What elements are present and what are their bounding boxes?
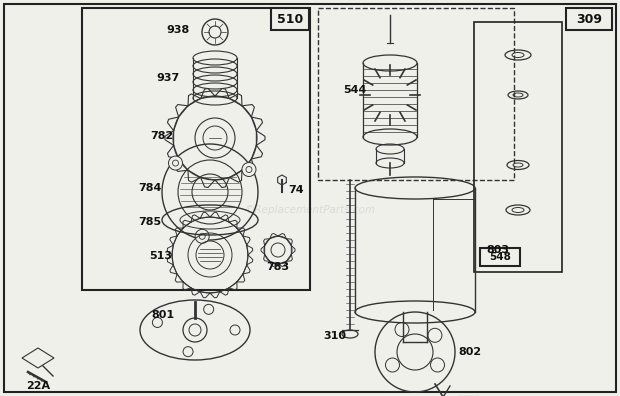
Text: 513: 513 [149, 251, 172, 261]
Text: 544: 544 [343, 85, 366, 95]
Text: 803: 803 [487, 245, 510, 255]
Text: 783: 783 [267, 262, 290, 272]
Text: 802: 802 [458, 347, 482, 357]
Text: 310: 310 [324, 331, 347, 341]
Text: 937: 937 [156, 73, 180, 83]
Bar [271, 8, 309, 30]
Bar [318, 8, 514, 180]
Text: 74: 74 [288, 185, 304, 195]
Bar [566, 8, 612, 30]
Circle shape [169, 156, 182, 170]
Text: 548: 548 [489, 252, 511, 262]
Text: ©ReplacementParts.com: ©ReplacementParts.com [244, 205, 376, 215]
Text: 782: 782 [151, 131, 174, 141]
Text: 309: 309 [576, 13, 602, 25]
Text: 938: 938 [166, 25, 190, 35]
Text: 22A: 22A [26, 381, 50, 391]
Bar [474, 22, 562, 272]
Text: 510: 510 [277, 13, 303, 25]
Bar [480, 248, 520, 266]
Circle shape [195, 229, 209, 243]
Text: 784: 784 [138, 183, 162, 193]
Bar [82, 8, 310, 290]
Circle shape [242, 162, 256, 177]
Text: 801: 801 [151, 310, 175, 320]
Text: 785: 785 [138, 217, 162, 227]
